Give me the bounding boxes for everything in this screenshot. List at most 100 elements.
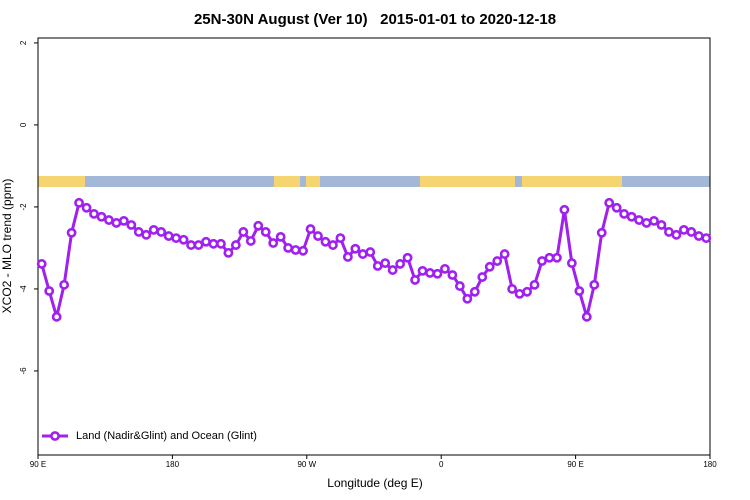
data-point [641, 218, 652, 228]
data-point [44, 286, 55, 296]
legend-marker [50, 431, 60, 441]
data-point [74, 197, 84, 208]
data-point [133, 227, 144, 237]
data-point [201, 236, 211, 247]
data-point [36, 259, 47, 269]
data-point [59, 279, 70, 290]
data-point [581, 311, 592, 322]
x-tick-label: 0 [439, 460, 444, 469]
data-point [126, 220, 137, 230]
data-point [537, 256, 547, 266]
chart-title: 25N-30N August (Ver 10) 2015-01-01 to 20… [194, 11, 556, 28]
data-point [492, 256, 503, 266]
data-point [111, 218, 122, 228]
data-point [163, 231, 174, 241]
data-point [559, 204, 570, 215]
data-point [104, 215, 114, 225]
data-point [342, 252, 353, 262]
data-point [432, 268, 443, 279]
data-point [656, 220, 667, 230]
data-point [477, 272, 488, 282]
data-point [417, 265, 428, 276]
data-point [275, 231, 286, 242]
data-point [238, 227, 249, 237]
land-ocean-strip [38, 176, 710, 187]
data-point [425, 268, 435, 278]
data-point [118, 215, 129, 226]
data-point [507, 284, 518, 294]
data-point [253, 220, 264, 231]
data-point [671, 229, 682, 240]
data-point [350, 243, 361, 254]
y-tick-label: 2 [19, 40, 28, 45]
data-point [96, 211, 107, 222]
data-point [208, 238, 219, 249]
data-point [410, 275, 420, 285]
data-point [395, 259, 406, 269]
data-point [462, 293, 473, 304]
data-point [66, 227, 77, 238]
data-point [89, 209, 99, 219]
x-tick-label: 90 W [297, 460, 316, 469]
y-tick-label: 0 [19, 122, 28, 127]
data-point [365, 247, 376, 257]
land [420, 176, 515, 187]
ocean [38, 176, 710, 187]
land [306, 176, 320, 187]
x-tick-label: 180 [703, 460, 717, 469]
data-point [678, 224, 689, 235]
data-point [514, 288, 525, 299]
data-point [469, 286, 480, 297]
data-point [649, 215, 659, 226]
x-axis-label: Longitude (deg E) [327, 476, 422, 490]
y-tick-label: -2 [19, 203, 28, 211]
data-point [552, 252, 562, 263]
data-point [223, 247, 234, 258]
data-point [171, 233, 182, 243]
data-point [589, 279, 600, 290]
land [274, 176, 300, 187]
data-point [686, 227, 697, 237]
data-point [440, 263, 450, 274]
y-tick-label: -6 [19, 367, 28, 375]
data-point [141, 229, 152, 240]
data-point [156, 227, 167, 237]
data-point [283, 243, 294, 253]
plot-frame [37, 37, 711, 456]
data-point [216, 238, 226, 249]
data-point [619, 209, 630, 219]
x-tick-label: 180 [166, 460, 180, 469]
data-point [596, 227, 607, 238]
data-point [320, 236, 331, 247]
data-point [313, 231, 323, 241]
data-point [298, 245, 308, 256]
land [522, 176, 622, 187]
data-point [81, 202, 92, 213]
data-point [447, 270, 458, 280]
data-point [402, 252, 413, 263]
data-point [178, 234, 189, 245]
data-point [372, 261, 383, 271]
data-point [499, 249, 510, 259]
data-point [693, 231, 704, 241]
y-tick-label: -4 [19, 285, 28, 293]
data-point [245, 236, 256, 246]
data-point [566, 258, 577, 269]
data-point [186, 240, 196, 250]
x-tick-label: 90 E [30, 460, 46, 469]
data-point [544, 252, 555, 263]
legend-label: Land (Nadir&Glint) and Ocean (Glint) [76, 430, 257, 442]
data-point [664, 227, 674, 237]
data-point [357, 249, 368, 259]
data-point [522, 286, 532, 297]
data-point [454, 281, 465, 291]
y-axis-label: XCO2 - MLO trend (ppm) [0, 179, 14, 314]
x-tick-label: 90 E [567, 460, 583, 469]
data-point [611, 202, 622, 213]
data-point [328, 240, 338, 250]
data-point [290, 245, 301, 255]
data-point [484, 261, 495, 272]
data-point [230, 240, 241, 250]
land [38, 176, 85, 187]
